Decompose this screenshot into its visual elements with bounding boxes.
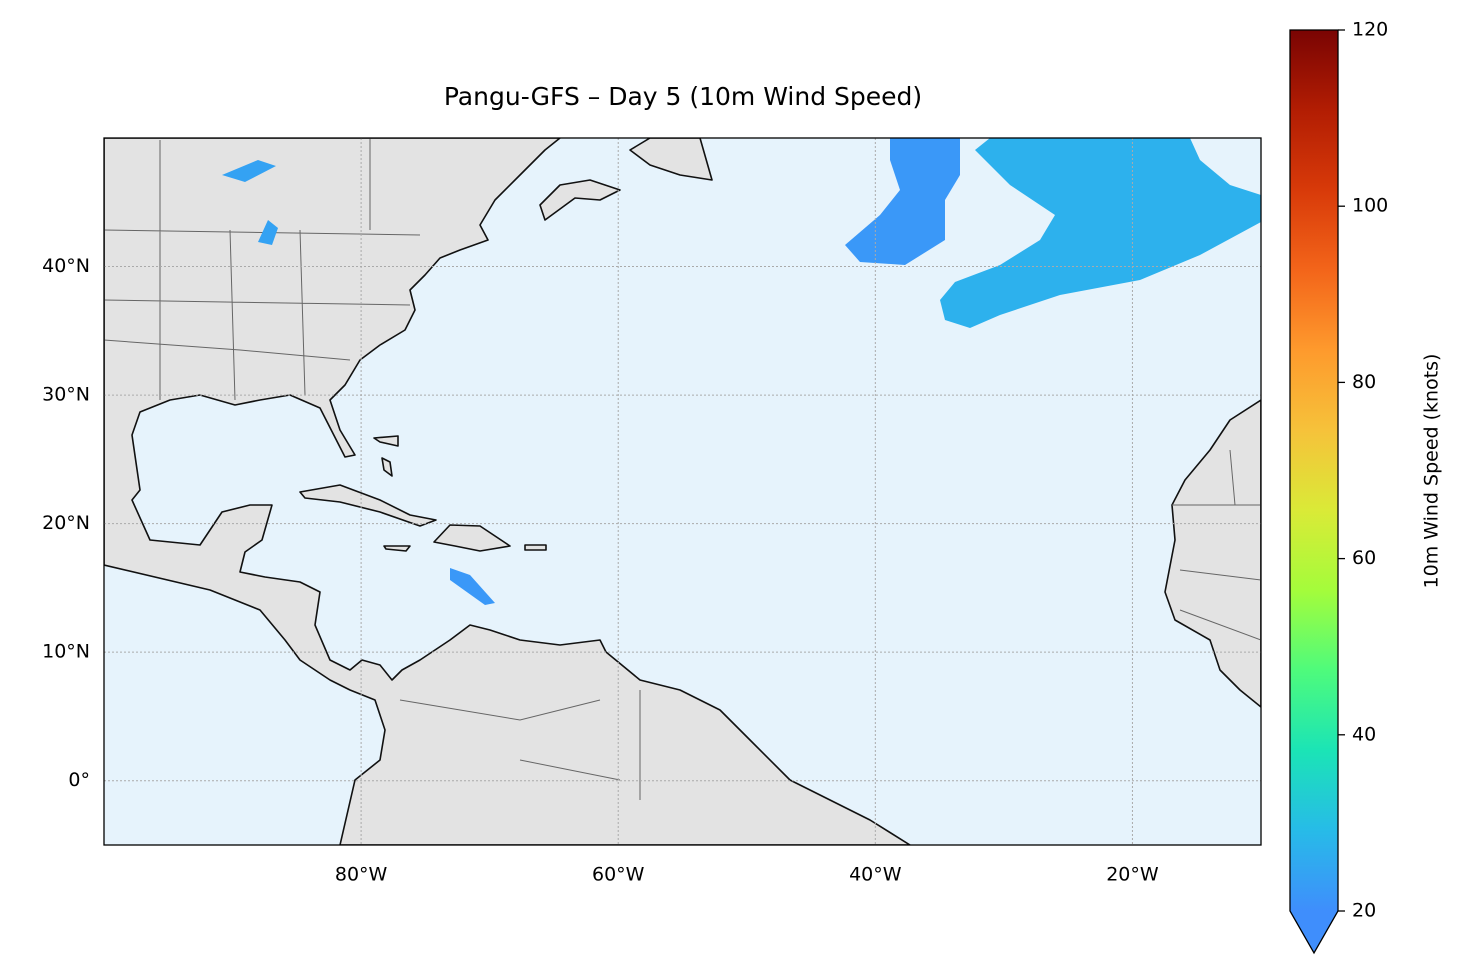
wind-region [845, 138, 960, 265]
wind-region [258, 220, 278, 245]
colorbar-tick-label: 40 [1352, 723, 1376, 745]
cuba [299, 484, 437, 527]
x-tick-label: 80°W [335, 864, 388, 886]
x-tick-label: 20°W [1106, 864, 1159, 886]
bahamas [373, 435, 399, 477]
wind-region [222, 160, 276, 182]
borders [104, 138, 1261, 800]
colorbar-tick-label: 100 [1352, 195, 1388, 217]
chart-title: Pangu-GFS – Day 5 (10m Wind Speed) [444, 82, 922, 111]
puerto-rico [524, 544, 547, 551]
map-frame [103, 137, 1262, 846]
y-tick-label: 10°N [42, 641, 90, 663]
x-tick-label: 40°W [849, 864, 902, 886]
jamaica [383, 545, 411, 552]
wind-region [450, 568, 495, 605]
y-tick-label: 40°N [42, 255, 90, 277]
wind-region [940, 138, 1261, 328]
colorbar-tick-label: 80 [1352, 371, 1376, 393]
hispaniola [433, 524, 511, 552]
colorbar-tick-label: 60 [1352, 547, 1376, 569]
colorbar-frame [1289, 29, 1339, 955]
colorbar-tick-label: 120 [1352, 19, 1388, 41]
colorbar [1290, 30, 1338, 911]
africa [1164, 399, 1261, 708]
americas [104, 138, 911, 845]
y-tick-label: 30°N [42, 384, 90, 406]
x-tick-label: 60°W [592, 864, 645, 886]
colorbar-tick-label: 20 [1352, 900, 1376, 922]
newfoundland [539, 138, 713, 221]
colorbar-label: 10m Wind Speed (knots) [1421, 354, 1443, 589]
y-tick-label: 0° [68, 769, 90, 791]
colorbar-extend [1290, 911, 1338, 953]
map [104, 138, 1261, 845]
y-tick-label: 20°N [42, 512, 90, 534]
